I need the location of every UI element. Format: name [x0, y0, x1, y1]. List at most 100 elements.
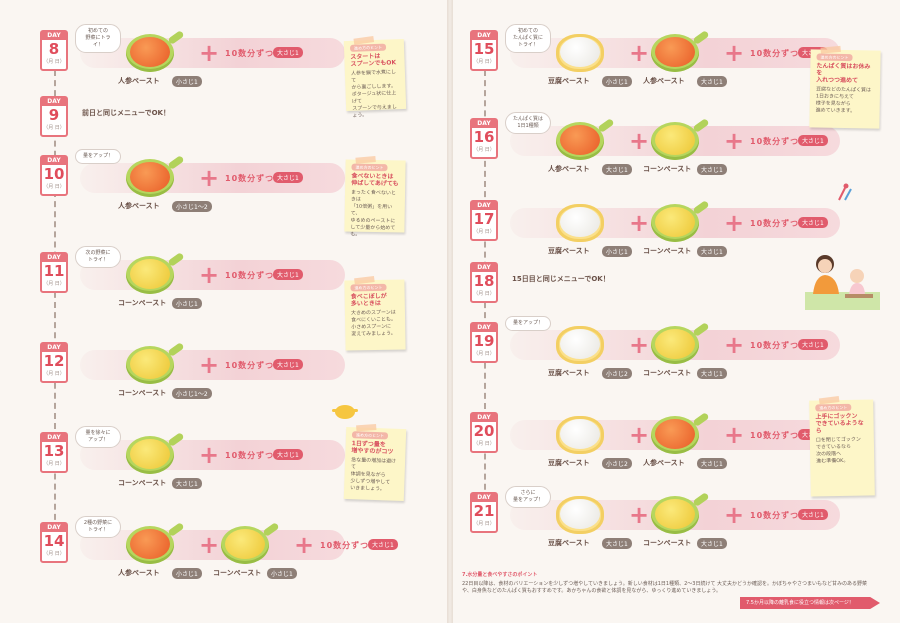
day-badge: DAY 11 （月 日）	[40, 252, 68, 293]
food-label: コーンペースト	[213, 569, 262, 577]
day-badge: DAY 8 （月 日）	[40, 30, 68, 71]
plus-icon: +	[724, 127, 745, 155]
day-badge: DAY 13 （月 日）	[40, 432, 68, 473]
day-label: DAY	[42, 344, 66, 352]
milk-spoon: 大さじ1	[273, 359, 303, 370]
date-blank: （月 日）	[473, 229, 495, 235]
tip-note: 進め方のヒント 上手にゴックン できているようなら 口を閉じてゴックン できているな…	[809, 396, 875, 497]
spoon-amount: 小さじ2	[602, 368, 632, 379]
plus-icon: +	[724, 331, 745, 359]
date-blank: （月 日）	[43, 125, 65, 131]
day-number: 16	[473, 128, 495, 146]
day-badge: DAY 20 （月 日）	[470, 412, 498, 453]
date-blank: （月 日）	[473, 351, 495, 357]
milk-spoon: 大さじ1	[273, 47, 303, 58]
milk-spoon: 大さじ1	[273, 449, 303, 460]
food-bowl	[126, 432, 185, 476]
food-label: コーンペースト	[643, 539, 692, 547]
spoon-amount: 小さじ1	[602, 246, 632, 257]
milk-spoon: 大さじ1	[273, 269, 303, 280]
plus-icon: +	[629, 501, 650, 529]
spoon-amount: 大さじ1	[172, 478, 202, 489]
day-number: 18	[473, 272, 495, 290]
plus-icon: +	[629, 209, 650, 237]
food-bowl	[651, 412, 710, 456]
spoon-amount: 大さじ1	[697, 246, 727, 257]
plus-icon: +	[629, 39, 650, 67]
date-blank: （月 日）	[43, 371, 65, 377]
day-label: DAY	[42, 434, 66, 442]
plus-icon: +	[294, 531, 315, 559]
plus-icon: +	[199, 531, 220, 559]
date-blank: （月 日）	[43, 461, 65, 467]
timeline-left	[54, 70, 56, 540]
tip-note: 進め方のヒント スタートは スプーンでもOK 人参を鍋で水煮にして から裏ごしします…	[343, 36, 407, 119]
day-badge: DAY 18 （月 日）	[470, 262, 498, 303]
date-blank: （月 日）	[43, 551, 65, 557]
speech-bubble: たんぱく質は 1日1種類	[505, 112, 551, 134]
milk-spoon: 大さじ1	[368, 539, 398, 550]
date-blank: （月 日）	[473, 147, 495, 153]
day-label: DAY	[472, 264, 496, 272]
spoon-fork-icon	[838, 183, 852, 201]
day-badge: DAY 16 （月 日）	[470, 118, 498, 159]
day-label: DAY	[42, 98, 66, 106]
tip-note: 進め方のヒント 1日ずつ量を 増やすのがコツ 急な量の増加は避けて 体調を見ながら …	[343, 423, 407, 502]
day-number: 17	[473, 210, 495, 228]
food-bowl	[126, 522, 185, 566]
plus-icon: +	[629, 127, 650, 155]
food-bowl	[126, 155, 185, 199]
food-bowl	[651, 30, 710, 74]
speech-bubble: 量をアップ！	[75, 149, 121, 164]
food-label: コーンペースト	[643, 369, 692, 377]
spoon-amount: 小さじ1	[172, 298, 202, 309]
cup-icon	[332, 405, 358, 419]
milk-spoon: 大さじ1	[798, 217, 828, 228]
milk-amount: 10数分ずつ	[225, 271, 275, 280]
milk-amount: 10数分ずつ	[750, 431, 800, 440]
food-label: 豆腐ペースト	[548, 77, 590, 85]
menu-band	[80, 530, 345, 560]
day-label: DAY	[472, 32, 496, 40]
day-label: DAY	[42, 32, 66, 40]
spoon-amount: 大さじ1	[697, 76, 727, 87]
spoon-amount: 小さじ1	[602, 76, 632, 87]
day-label: DAY	[42, 254, 66, 262]
milk-spoon: 大さじ1	[798, 339, 828, 350]
food-bowl	[556, 412, 608, 456]
speech-bubble: 初めての たんぱく質に トライ！	[505, 24, 551, 53]
milk-spoon: 大さじ1	[273, 172, 303, 183]
footer-body: 22日目以降は、食材のバリエーションを少しずつ増やしていきましょう。新しい食材は…	[462, 581, 868, 594]
day-number: 19	[473, 332, 495, 350]
day-badge: DAY 9 （月 日）	[40, 96, 68, 137]
food-label: 人参ペースト	[118, 77, 160, 85]
milk-amount: 10数分ずつ	[750, 511, 800, 520]
plus-icon: +	[199, 39, 220, 67]
milk-amount: 10数分ずつ	[320, 541, 370, 550]
day-badge: DAY 15 （月 日）	[470, 30, 498, 71]
day-label: DAY	[472, 414, 496, 422]
food-bowl	[651, 118, 710, 162]
food-bowl	[126, 342, 185, 386]
day-label: DAY	[42, 157, 66, 165]
food-label: 人参ペースト	[118, 569, 160, 577]
date-blank: （月 日）	[473, 291, 495, 297]
speech-bubble: 初めての 野菜にトライ！	[75, 24, 121, 53]
speech-bubble: 量を徐々に アップ！	[75, 426, 121, 448]
next-page-arrow[interactable]: 7.5か月以降の離乳食に役立つ情報は次ページ！	[740, 597, 880, 609]
spoon-amount: 大さじ1	[697, 164, 727, 175]
food-label: 人参ペースト	[548, 165, 590, 173]
food-label: 豆腐ペースト	[548, 459, 590, 467]
plus-icon: +	[724, 39, 745, 67]
plus-icon: +	[199, 351, 220, 379]
spoon-amount: 小さじ2	[602, 458, 632, 469]
speech-bubble: 次の野菜に トライ！	[75, 246, 121, 268]
footer-tip: 7.水分量と食べやすさのポイント 22日目以降は、食材のバリエーションを少しずつ…	[462, 571, 872, 617]
food-label: コーンペースト	[118, 479, 167, 487]
food-bowl	[651, 322, 710, 366]
tip-note: 進め方のヒント 食べないときは 伸ばしてあげても まったく食べないときは 「10倍粥…	[344, 155, 406, 238]
spoon-amount: 大さじ1	[697, 368, 727, 379]
footer-title: 7.水分量と食べやすさのポイント	[462, 572, 538, 578]
day-number: 21	[473, 502, 495, 520]
plus-icon: +	[199, 441, 220, 469]
